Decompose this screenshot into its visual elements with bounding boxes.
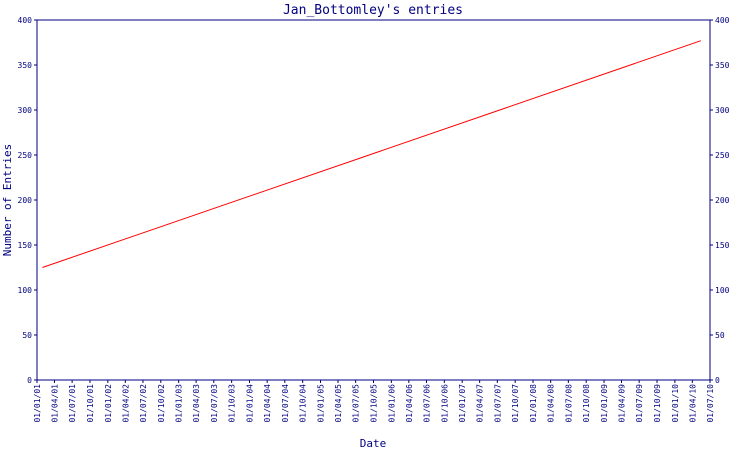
- y-tick-label-left: 250: [18, 151, 33, 160]
- x-tick-label: 01/07/10: [706, 384, 715, 423]
- x-tick-label: 01/04/04: [263, 384, 272, 423]
- x-tick-label: 01/10/05: [370, 384, 379, 423]
- x-tick-label: 01/01/09: [600, 384, 609, 423]
- y-axis-label: Number of Entries: [1, 144, 14, 257]
- y-tick-label-right: 350: [715, 61, 730, 70]
- y-tick-label-left: 400: [18, 16, 33, 25]
- y-tick-label-right: 400: [715, 16, 730, 25]
- y-tick-label-left: 0: [27, 376, 32, 385]
- y-tick-label-left: 50: [22, 331, 32, 340]
- x-axis-label: Date: [360, 437, 387, 450]
- x-tick-label: 01/04/01: [50, 384, 59, 423]
- x-tick-label: 01/10/01: [86, 384, 95, 423]
- x-tick-label: 01/04/07: [476, 384, 485, 423]
- y-tick-label-right: 50: [715, 331, 725, 340]
- x-tick-label: 01/04/05: [334, 384, 343, 423]
- x-tick-label: 01/01/07: [458, 384, 467, 423]
- x-tick-label: 01/10/06: [440, 384, 449, 423]
- x-tick-label: 01/10/09: [653, 384, 662, 423]
- y-tick-label-right: 250: [715, 151, 730, 160]
- y-tick-label-left: 350: [18, 61, 33, 70]
- y-tick-label-right: 150: [715, 241, 730, 250]
- ticks: 0 0 50 50 100 100 150 150 200 200 250 250 300 300 350 3…: [18, 16, 730, 423]
- x-tick-label: 01/07/06: [422, 384, 431, 423]
- y-tick-label-left: 100: [18, 286, 33, 295]
- x-tick-label: 01/04/03: [192, 384, 201, 423]
- x-tick-label: 01/01/01: [33, 384, 42, 423]
- x-tick-label: 01/01/02: [104, 384, 113, 423]
- x-tick-label: 01/07/05: [352, 384, 361, 423]
- x-tick-label: 01/10/04: [299, 384, 308, 423]
- x-tick-label: 01/07/07: [493, 384, 502, 423]
- y-tick-label-right: 0: [715, 376, 720, 385]
- x-tick-label: 01/07/04: [281, 384, 290, 423]
- x-tick-label: 01/01/10: [671, 384, 680, 423]
- x-tick-label: 01/01/03: [175, 384, 184, 423]
- x-tick-label: 01/04/10: [688, 384, 697, 423]
- y-tick-label-left: 200: [18, 196, 33, 205]
- y-tick-label-left: 300: [18, 106, 33, 115]
- x-tick-label: 01/01/04: [245, 384, 254, 423]
- series-line: [42, 40, 702, 268]
- x-tick-label: 01/01/08: [529, 384, 538, 423]
- x-tick-label: 01/10/02: [157, 384, 166, 423]
- y-tick-label-right: 300: [715, 106, 730, 115]
- x-tick-label: 01/04/08: [547, 384, 556, 423]
- x-tick-label: 01/10/03: [228, 384, 237, 423]
- x-tick-label: 01/07/01: [68, 384, 77, 423]
- x-tick-label: 01/04/09: [618, 384, 627, 423]
- x-tick-label: 01/01/05: [317, 384, 326, 423]
- x-tick-label: 01/01/06: [387, 384, 396, 423]
- x-tick-label: 01/07/09: [635, 384, 644, 423]
- series: [42, 40, 702, 268]
- x-tick-label: 01/10/08: [582, 384, 591, 423]
- x-tick-label: 01/07/03: [210, 384, 219, 423]
- y-tick-label-right: 200: [715, 196, 730, 205]
- x-tick-label: 01/07/02: [139, 384, 148, 423]
- y-tick-label-right: 100: [715, 286, 730, 295]
- x-tick-label: 01/07/08: [564, 384, 573, 423]
- y-tick-label-left: 150: [18, 241, 33, 250]
- x-tick-label: 01/04/02: [121, 384, 130, 423]
- chart-title: Jan_Bottomley's entries: [283, 3, 463, 18]
- axes: [36, 19, 711, 381]
- x-tick-label: 01/04/06: [405, 384, 414, 423]
- x-tick-label: 01/10/07: [511, 384, 520, 423]
